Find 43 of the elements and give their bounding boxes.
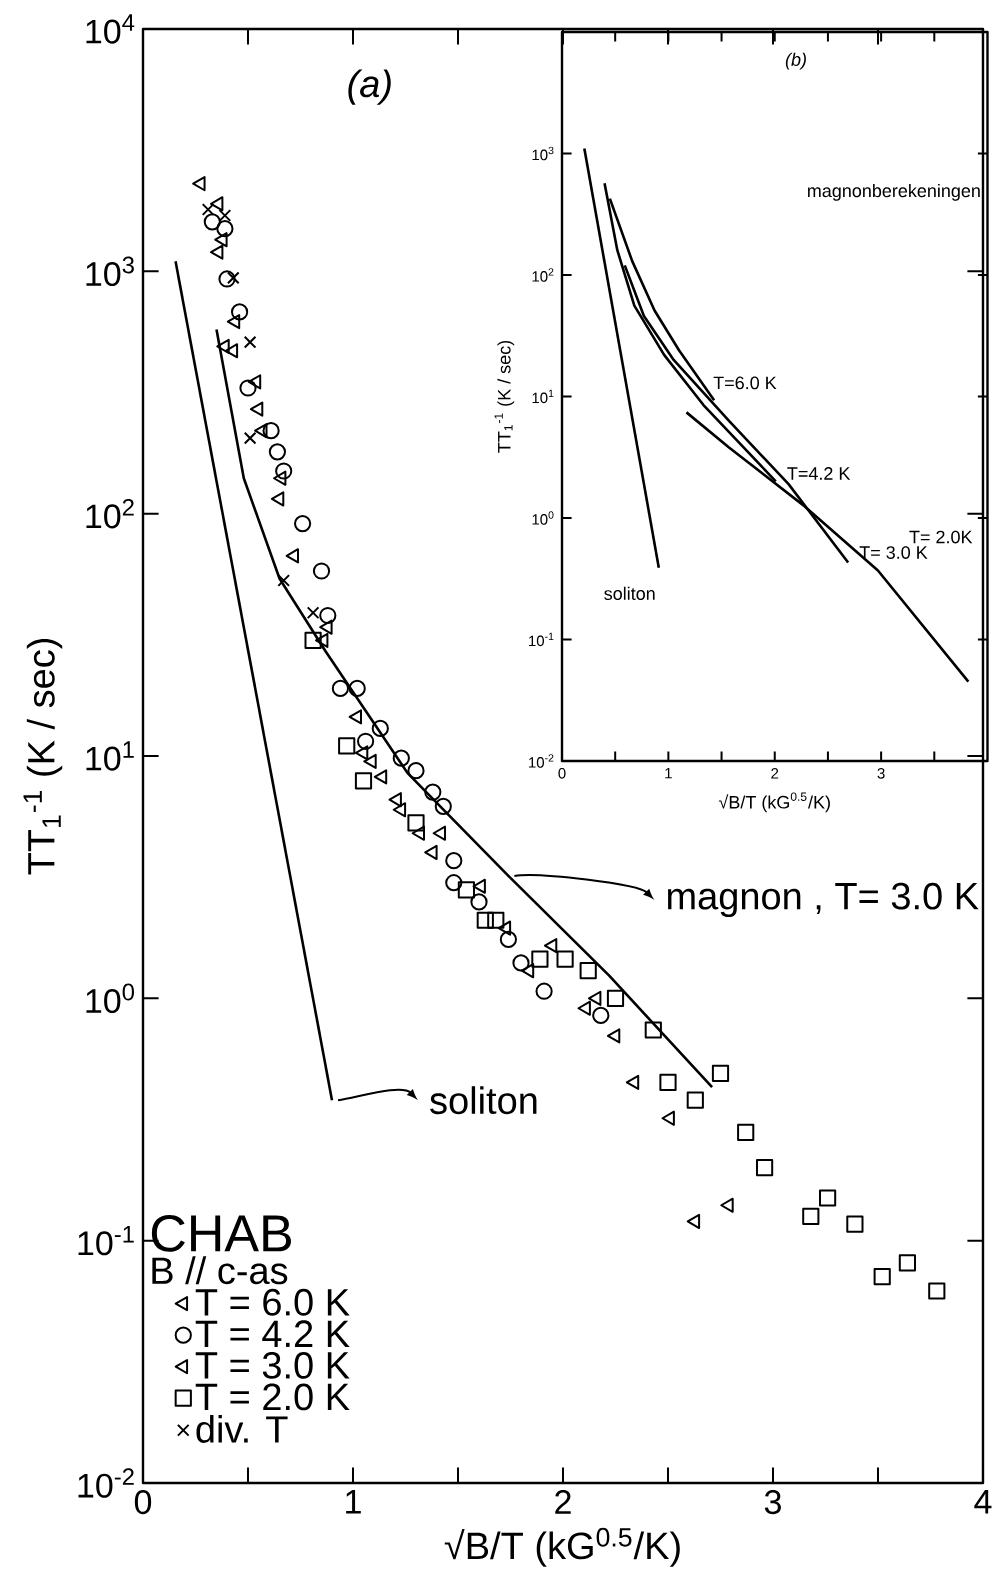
series-label: soliton (604, 586, 655, 600)
legend-label: T = 2.0 K (195, 1383, 350, 1411)
y-tick-label: 10$^{1}$ (532, 389, 554, 404)
x-tick-label: 2 (555, 1490, 571, 1514)
series-label: T=4.2 K (787, 467, 851, 480)
legend-title: CHAB (151, 1214, 291, 1252)
series-label: T=6.0 K (713, 376, 777, 390)
y-tick-label: 10$^{-1}$ (529, 632, 554, 647)
y-tick-label: 10$^{3}$ (86, 256, 134, 287)
x-tick-label: 1 (346, 1490, 361, 1514)
legend-label: T = 4.2 K (195, 1320, 350, 1347)
y-axis-title: TT$_{1}$$^{-1}$ (K / sec) (494, 340, 515, 453)
legend-label: div. T (196, 1414, 288, 1443)
annotation: magnonberekeningen (808, 183, 980, 201)
x-tick-label: 3 (877, 768, 885, 779)
legend-label: soliton (430, 1086, 537, 1115)
legend-label: T= 2.0K (909, 530, 973, 544)
y-tick-label: 10$^{-2}$ (78, 1468, 134, 1498)
x-tick-label: 0 (558, 768, 566, 779)
annotation: (b) (785, 52, 806, 70)
x-tick-label: 2 (771, 768, 779, 779)
y-tick-label: 10$^{0}$ (86, 983, 134, 1014)
y-tick-label: 10$^{-1}$ (78, 1226, 134, 1256)
y-tick-label: 10$^{0}$ (532, 511, 554, 525)
annotation: (a) (348, 69, 391, 105)
y-tick-label: 10$^{-2}$ (529, 754, 554, 768)
x-axis-title: √B/T (kG$^{0.5}$/K) (718, 792, 830, 813)
x-tick-label: 0 (134, 1490, 152, 1515)
y-axis-title: TT$_{1}$$^{-1}$ (K / sec) (23, 638, 63, 875)
x-tick-label: 1 (665, 768, 672, 779)
x-tick-label: 4 (974, 1490, 992, 1514)
legend-label: T = 3.0 K (195, 1351, 350, 1379)
y-tick-label: 10$^{2}$ (86, 498, 134, 529)
x-axis-title: √B/T (kG$^{0.5}$/K) (444, 1527, 680, 1567)
annotation: B // c-as (152, 1256, 288, 1285)
legend-label: T = 6.0 K (195, 1288, 350, 1316)
y-tick-label: 10$^{3}$ (532, 146, 554, 161)
series-label: T= 3.0 K (859, 546, 928, 559)
x-tick-label: 3 (764, 1490, 781, 1515)
y-tick-label: 10$^{1}$ (86, 741, 134, 771)
legend-label: magnon , T= 3.0 K (667, 882, 979, 918)
y-tick-label: 10$^{4}$ (86, 14, 135, 44)
y-tick-label: 10$^{2}$ (532, 268, 554, 282)
